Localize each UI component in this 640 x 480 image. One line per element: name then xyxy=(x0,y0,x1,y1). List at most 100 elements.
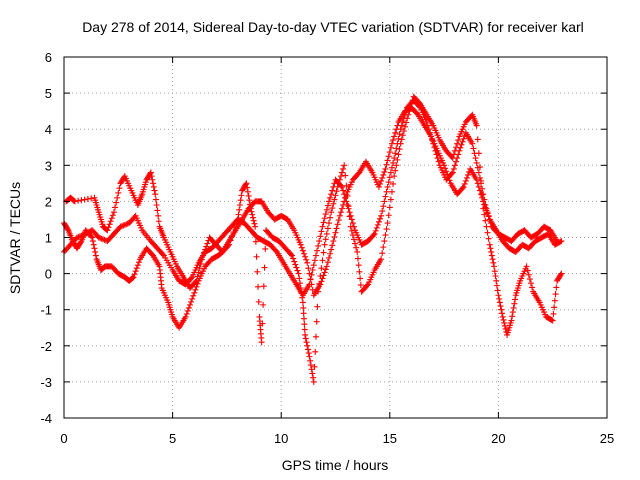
y-tick-label: 5 xyxy=(45,86,52,101)
data-point-plus xyxy=(379,250,386,257)
data-point-plus xyxy=(333,188,340,195)
data-point-plus xyxy=(551,297,558,304)
data-point-plus xyxy=(248,208,255,215)
data-point-plus xyxy=(311,363,318,370)
data-point-plus xyxy=(291,258,298,265)
data-point-plus xyxy=(379,174,386,181)
data-point-plus xyxy=(387,196,394,203)
data-point-plus xyxy=(309,266,316,273)
data-point-plus xyxy=(196,265,203,272)
data-point-plus xyxy=(558,270,565,277)
data-point-plus xyxy=(442,165,449,172)
data-point-plus xyxy=(448,170,455,177)
data-point-plus xyxy=(330,200,337,207)
data-point-plus xyxy=(302,335,309,342)
data-point-plus xyxy=(435,158,442,165)
x-tick-label: 0 xyxy=(60,431,67,446)
data-point-plus xyxy=(391,155,398,162)
data-point-plus xyxy=(260,301,267,308)
data-point-plus xyxy=(463,174,470,181)
data-point-plus xyxy=(319,223,326,230)
data-point-plus xyxy=(304,259,311,266)
data-point-plus xyxy=(337,209,344,216)
data-point-plus xyxy=(370,232,377,239)
data-point-plus xyxy=(303,256,310,263)
data-point-plus xyxy=(193,277,200,284)
data-point-plus xyxy=(453,158,460,165)
data-point-plus xyxy=(481,201,488,208)
data-point-plus xyxy=(373,224,380,231)
data-point-plus xyxy=(259,320,266,327)
data-point-plus xyxy=(475,150,482,157)
data-point-plus xyxy=(312,333,319,340)
data-point-plus xyxy=(380,203,387,210)
data-point-plus xyxy=(443,168,450,175)
data-point-plus xyxy=(449,155,456,162)
data-point-plus xyxy=(91,245,98,252)
data-point-plus xyxy=(342,172,349,179)
data-point-plus xyxy=(130,274,137,281)
data-point-plus xyxy=(255,283,262,290)
data-point-plus xyxy=(307,362,314,369)
data-point-plus xyxy=(385,179,392,186)
data-point-plus xyxy=(244,188,251,195)
data-point-plus xyxy=(494,287,501,294)
data-point-plus xyxy=(322,266,329,273)
data-point-plus xyxy=(335,180,342,187)
data-point-plus xyxy=(236,202,243,209)
data-point-plus xyxy=(251,220,258,227)
data-point-plus xyxy=(153,202,160,209)
data-point-plus xyxy=(336,176,343,183)
chart-title: Day 278 of 2014, Sidereal Day-to-day VTE… xyxy=(82,19,584,35)
data-point-plus xyxy=(135,259,142,266)
data-point-plus xyxy=(458,141,465,148)
data-point-plus xyxy=(250,217,257,224)
data-point-plus xyxy=(133,265,140,272)
data-point-plus xyxy=(396,146,403,153)
data-point-plus xyxy=(510,304,517,311)
data-point-plus xyxy=(253,253,260,260)
data-point-plus xyxy=(475,169,482,176)
data-point-plus xyxy=(292,261,299,268)
data-point-plus xyxy=(298,244,305,251)
data-point-plus xyxy=(395,151,402,158)
data-point-plus xyxy=(294,267,301,274)
data-point-plus xyxy=(357,275,364,282)
data-point-plus xyxy=(386,174,393,181)
data-point-plus xyxy=(76,233,83,240)
data-point-plus xyxy=(557,238,564,245)
data-point-plus xyxy=(383,161,390,168)
data-point-plus xyxy=(188,275,195,282)
y-tick-label: -2 xyxy=(40,339,52,354)
data-point-plus xyxy=(390,180,397,187)
data-point-plus xyxy=(404,115,411,122)
data-point-plus xyxy=(320,272,327,279)
data-point-plus xyxy=(392,167,399,174)
data-point-plus xyxy=(332,229,339,236)
data-point-plus xyxy=(445,174,452,181)
data-point-plus xyxy=(321,269,328,276)
data-point-plus xyxy=(314,247,321,254)
data-point-plus xyxy=(490,259,497,266)
data-point-plus xyxy=(375,218,382,225)
data-point-plus xyxy=(258,339,265,346)
data-point-plus xyxy=(64,226,71,233)
data-point-plus xyxy=(405,111,412,118)
data-point-plus xyxy=(363,282,370,289)
data-point-plus xyxy=(354,255,361,262)
data-point-plus xyxy=(454,140,461,147)
data-point-plus xyxy=(352,240,359,247)
data-point-plus xyxy=(453,144,460,151)
data-point-plus xyxy=(252,238,259,245)
data-point-plus xyxy=(470,145,477,152)
data-point-plus xyxy=(553,284,560,291)
data-point-plus xyxy=(312,348,319,355)
data-point-plus xyxy=(474,136,481,143)
data-point-plus xyxy=(341,162,348,169)
data-point-plus xyxy=(95,234,102,241)
data-point-plus xyxy=(227,237,234,244)
data-point-plus xyxy=(305,265,312,272)
data-point-plus xyxy=(121,221,128,228)
data-point-plus xyxy=(497,303,504,310)
data-point-plus xyxy=(185,304,192,311)
